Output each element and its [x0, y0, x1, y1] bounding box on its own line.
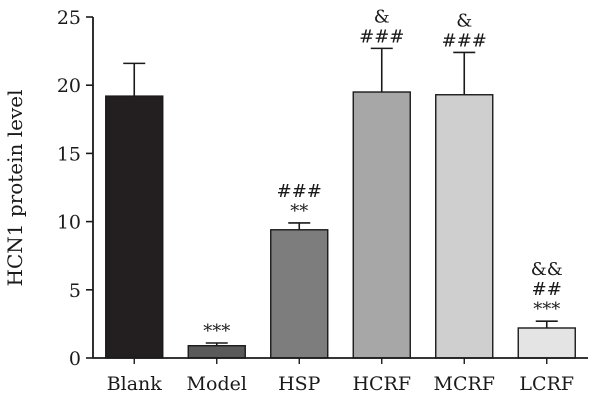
- bar-model: [187, 345, 246, 359]
- significance-label: ###: [359, 26, 404, 47]
- bar-hcrf: [352, 91, 411, 359]
- x-tick-label: HSP: [278, 373, 321, 395]
- significance-label: &: [456, 10, 472, 31]
- error-bars-layer: [123, 47, 558, 346]
- x-tick-label: Blank: [107, 373, 163, 395]
- y-axis-title: HCN1 protein level: [3, 89, 27, 286]
- annotations-layer: *****######&###&***##&&: [203, 6, 563, 342]
- significance-label: &: [374, 6, 390, 27]
- y-tick-label: 15: [57, 143, 81, 165]
- x-tick-label: LCRF: [519, 373, 574, 395]
- significance-label: ###: [277, 181, 322, 202]
- bar-blank: [105, 95, 164, 359]
- y-tick-label: 0: [69, 348, 81, 370]
- x-tick-label: MCRF: [434, 373, 495, 395]
- y-tick-label: 5: [69, 280, 81, 302]
- x-tick-label: Model: [187, 373, 247, 395]
- significance-label: ***: [203, 321, 230, 342]
- significance-label: ###: [442, 30, 487, 51]
- significance-label: **: [290, 201, 308, 222]
- y-ticks-layer: 0 5 10 15 20 25: [57, 7, 93, 370]
- bar-hsp: [270, 229, 329, 359]
- significance-label: ***: [533, 299, 560, 320]
- significance-label: ##: [532, 279, 562, 300]
- x-labels-layer: Blank Model HSP HCRF MCRF LCRF: [107, 358, 574, 395]
- y-tick-label: 25: [57, 7, 81, 29]
- axes-layer: [92, 17, 588, 359]
- x-tick-label: HCRF: [352, 373, 411, 395]
- bars-layer: [105, 91, 576, 359]
- y-tick-label: 10: [57, 212, 81, 234]
- bar-lcrf: [517, 327, 576, 359]
- bar-mcrf: [435, 94, 494, 359]
- y-tick-label: 20: [57, 75, 81, 97]
- significance-label: &&: [531, 259, 563, 280]
